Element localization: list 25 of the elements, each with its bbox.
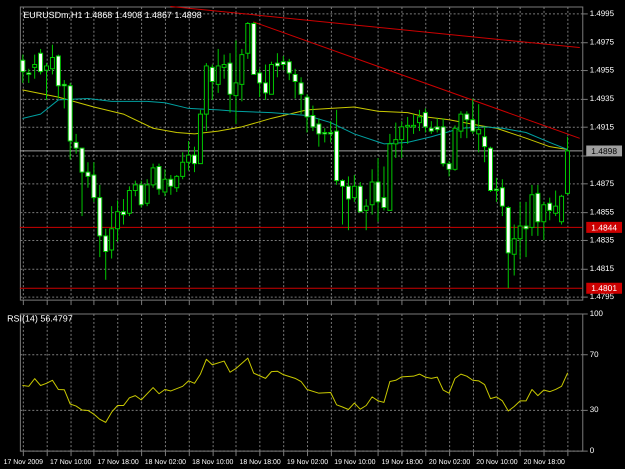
y-tick-label: 1.4995 xyxy=(590,9,615,18)
y-tick-label: 1.4855 xyxy=(590,207,615,216)
ref-line-label: 1.4801 xyxy=(591,283,618,294)
y-tick-label: 1.4975 xyxy=(590,37,615,46)
line-series xyxy=(22,358,568,423)
y-tick-label: 1.4955 xyxy=(590,66,615,75)
ref-line-label: 1.4844 xyxy=(591,222,618,232)
candlestick xyxy=(26,68,32,84)
y-tick-label: 1.4795 xyxy=(590,292,615,302)
chart-title: RSI(14) 56.4797 xyxy=(7,313,73,324)
candlestick xyxy=(292,68,298,100)
ref-line-label: 1.4898 xyxy=(591,146,618,156)
y-tick-label: 1.4835 xyxy=(590,236,615,245)
candlestick xyxy=(20,54,26,84)
y-tick-label: 1.4875 xyxy=(590,178,615,188)
chart-title: EURUSDm,H1 1.4868 1.4908 1.4867 1.4898 xyxy=(23,10,202,20)
y-tick-label: 30 xyxy=(590,404,600,414)
y-tick-label: 100 xyxy=(590,308,604,318)
candlestick xyxy=(298,76,304,115)
y-tick-label: 1.4815 xyxy=(590,264,615,273)
y-tick-label: 0 xyxy=(590,446,595,456)
y-tick-label: 70 xyxy=(590,350,600,360)
candlestick xyxy=(482,126,488,163)
y-tick-label: 1.4915 xyxy=(590,122,615,132)
y-tick-label: 1.4935 xyxy=(590,94,615,103)
